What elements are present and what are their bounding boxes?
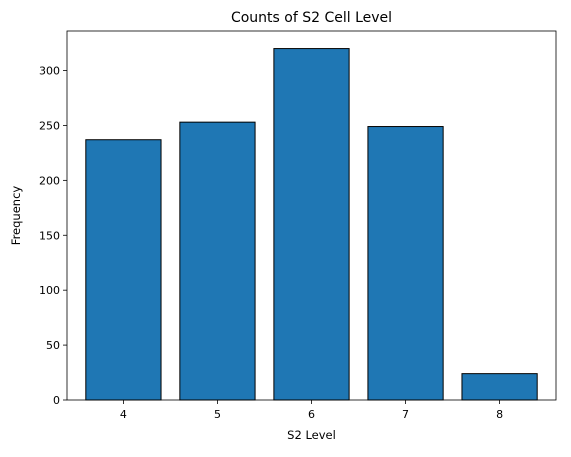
y-tick-label: 250 — [39, 119, 60, 132]
bar-7 — [367, 126, 444, 401]
y-tick-label: 0 — [53, 394, 60, 407]
bar-4 — [85, 139, 162, 401]
x-tick-label: 8 — [496, 408, 503, 421]
x-tick-label: 4 — [120, 408, 127, 421]
x-tick-label: 5 — [214, 408, 221, 421]
plot-frame — [66, 30, 557, 401]
y-tick-label: 50 — [46, 339, 60, 352]
bars-layer — [85, 48, 538, 401]
y-axis-label: Frequency — [9, 186, 23, 246]
y-axis-ticks: 0 50 100 150 200 250 300 — [39, 65, 67, 407]
x-tick-label: 6 — [308, 408, 315, 421]
x-axis-label: S2 Level — [287, 428, 336, 442]
bar-5 — [179, 121, 256, 401]
chart-title: Counts of S2 Cell Level — [231, 10, 392, 26]
y-tick-label: 200 — [39, 174, 60, 187]
x-axis-ticks: 4 5 6 7 8 — [120, 400, 503, 421]
y-tick-label: 100 — [39, 284, 60, 297]
y-tick-label: 300 — [39, 65, 60, 78]
bar-8 — [461, 373, 538, 401]
bar-6 — [273, 48, 350, 401]
x-tick-label: 7 — [402, 408, 409, 421]
y-tick-label: 150 — [39, 229, 60, 242]
